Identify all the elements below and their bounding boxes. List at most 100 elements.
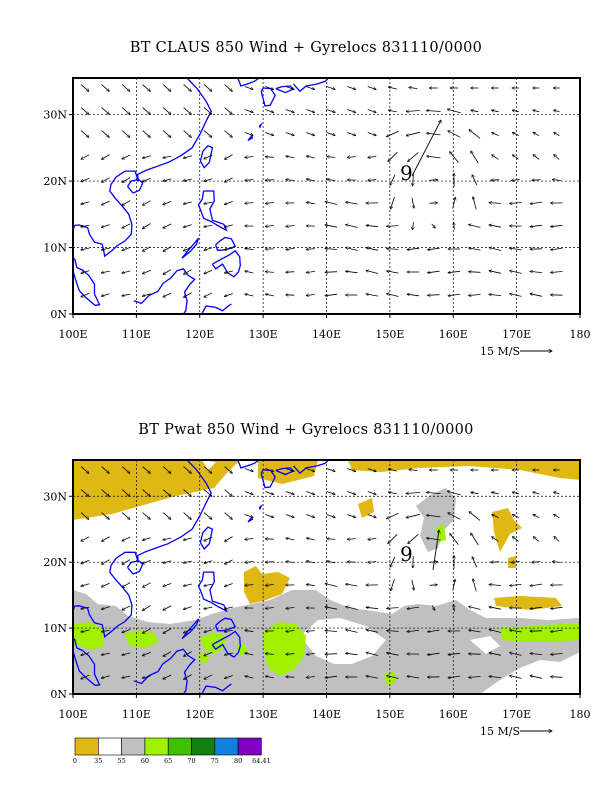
wind-vector: [245, 539, 254, 540]
wind-vector: [408, 534, 419, 543]
wind-vector: [163, 560, 172, 563]
wind-vector: [551, 272, 563, 273]
wind-vector: [265, 225, 274, 226]
wind-vector: [469, 607, 481, 610]
wind-vector: [472, 557, 478, 568]
wind-vector: [265, 608, 274, 609]
wind-vector: [183, 178, 192, 181]
wind-vector: [142, 582, 151, 588]
wind-vector: [492, 155, 499, 160]
dry-region-northwest: [73, 460, 240, 520]
wind-vector: [390, 556, 396, 567]
wind-vector: [510, 202, 522, 203]
wind-vector: [122, 200, 131, 206]
wind-vector: [530, 583, 543, 586]
wind-vector: [101, 606, 110, 610]
wind-vector: [326, 514, 335, 518]
wind-vector: [407, 294, 420, 297]
bottom-scale-label: 15 M/S: [480, 725, 520, 738]
wind-vector: [367, 109, 376, 113]
wind-vector: [530, 224, 543, 227]
bottom-storm-number: 9: [400, 542, 413, 566]
wind-vector: [122, 154, 131, 159]
wind-vector: [122, 582, 131, 588]
wind-vector: [204, 536, 213, 541]
wind-vector: [204, 560, 213, 564]
wind-vector: [347, 491, 355, 495]
wind-vector: [387, 271, 399, 274]
wind-vector: [224, 675, 233, 679]
coastline: [214, 617, 237, 632]
wind-vector: [142, 466, 151, 474]
lon-tick-label: 140E: [312, 328, 341, 341]
lon-tick-label: 150E: [375, 708, 404, 721]
wind-vector: [204, 674, 213, 679]
wind-vector: [224, 201, 233, 204]
wind-vector: [347, 157, 356, 158]
wind-vector: [366, 676, 379, 679]
wind-vector: [409, 87, 418, 88]
wind-vector: [431, 223, 436, 228]
colorbar-label: 55: [117, 757, 125, 765]
wind-vector: [203, 130, 212, 138]
wind-vector: [346, 225, 358, 228]
wind-vector: [101, 107, 110, 115]
wind-vector: [204, 583, 213, 586]
colorbar-label: 60: [141, 757, 149, 765]
wind-vector: [387, 676, 399, 679]
lon-tick-label: 130E: [249, 328, 278, 341]
wind-vector: [203, 107, 212, 115]
wind-vector: [183, 201, 192, 204]
wind-vector: [489, 676, 502, 677]
bottom-map-axis-labels: 0N 10N 20N 30N 100E 110E 120E 130E 140E 150E 160E 1…: [43, 490, 590, 721]
wind-vector: [406, 493, 421, 494]
wind-vector: [388, 534, 398, 543]
coastline: [214, 236, 237, 251]
wind-vector: [81, 674, 90, 679]
lat-tick-label: 20N: [43, 175, 67, 188]
wind-vector: [224, 247, 233, 250]
wind-vector: [426, 111, 441, 112]
wind-vector: [325, 249, 338, 250]
wind-vector: [327, 561, 336, 564]
dry-region-northeast: [348, 460, 580, 480]
wind-vector: [533, 537, 540, 542]
wind-vector: [142, 200, 151, 206]
wind-vector: [411, 197, 414, 209]
coastline: [258, 122, 263, 129]
wind-vector: [204, 651, 213, 656]
wind-vector: [469, 272, 481, 273]
lon-tick-label: 170E: [502, 708, 531, 721]
lon-tick-label: 140E: [312, 708, 341, 721]
wind-vector: [510, 630, 522, 633]
wind-vector: [245, 653, 254, 656]
wind-vector: [347, 86, 355, 90]
wind-vector: [426, 492, 441, 493]
wind-vector: [101, 629, 110, 632]
wind-vector: [325, 225, 338, 228]
wind-vector: [224, 606, 233, 609]
wind-vector: [286, 156, 295, 159]
wind-vector: [245, 179, 254, 180]
wind-vector: [346, 630, 358, 633]
wind-vector: [306, 538, 315, 541]
wind-vector: [469, 248, 481, 251]
wind-vector: [244, 86, 253, 90]
wind-vector: [530, 271, 543, 272]
wind-vector: [489, 203, 502, 204]
lon-tick-label: 150E: [375, 328, 404, 341]
wind-vector: [448, 271, 461, 272]
lon-tick-label: 180: [570, 708, 591, 721]
wind-vector: [244, 468, 253, 472]
colorbar-swatch: [214, 737, 239, 756]
wind-vector: [469, 677, 481, 678]
wind-vector: [204, 178, 213, 182]
coastline: [237, 78, 260, 87]
wind-vector: [533, 155, 540, 160]
wind-vector: [183, 560, 192, 563]
wind-vector: [81, 583, 90, 586]
wind-vector: [245, 157, 254, 158]
wind-vector: [142, 512, 151, 520]
wind-vector: [122, 293, 131, 296]
wind-vector: [491, 562, 500, 563]
